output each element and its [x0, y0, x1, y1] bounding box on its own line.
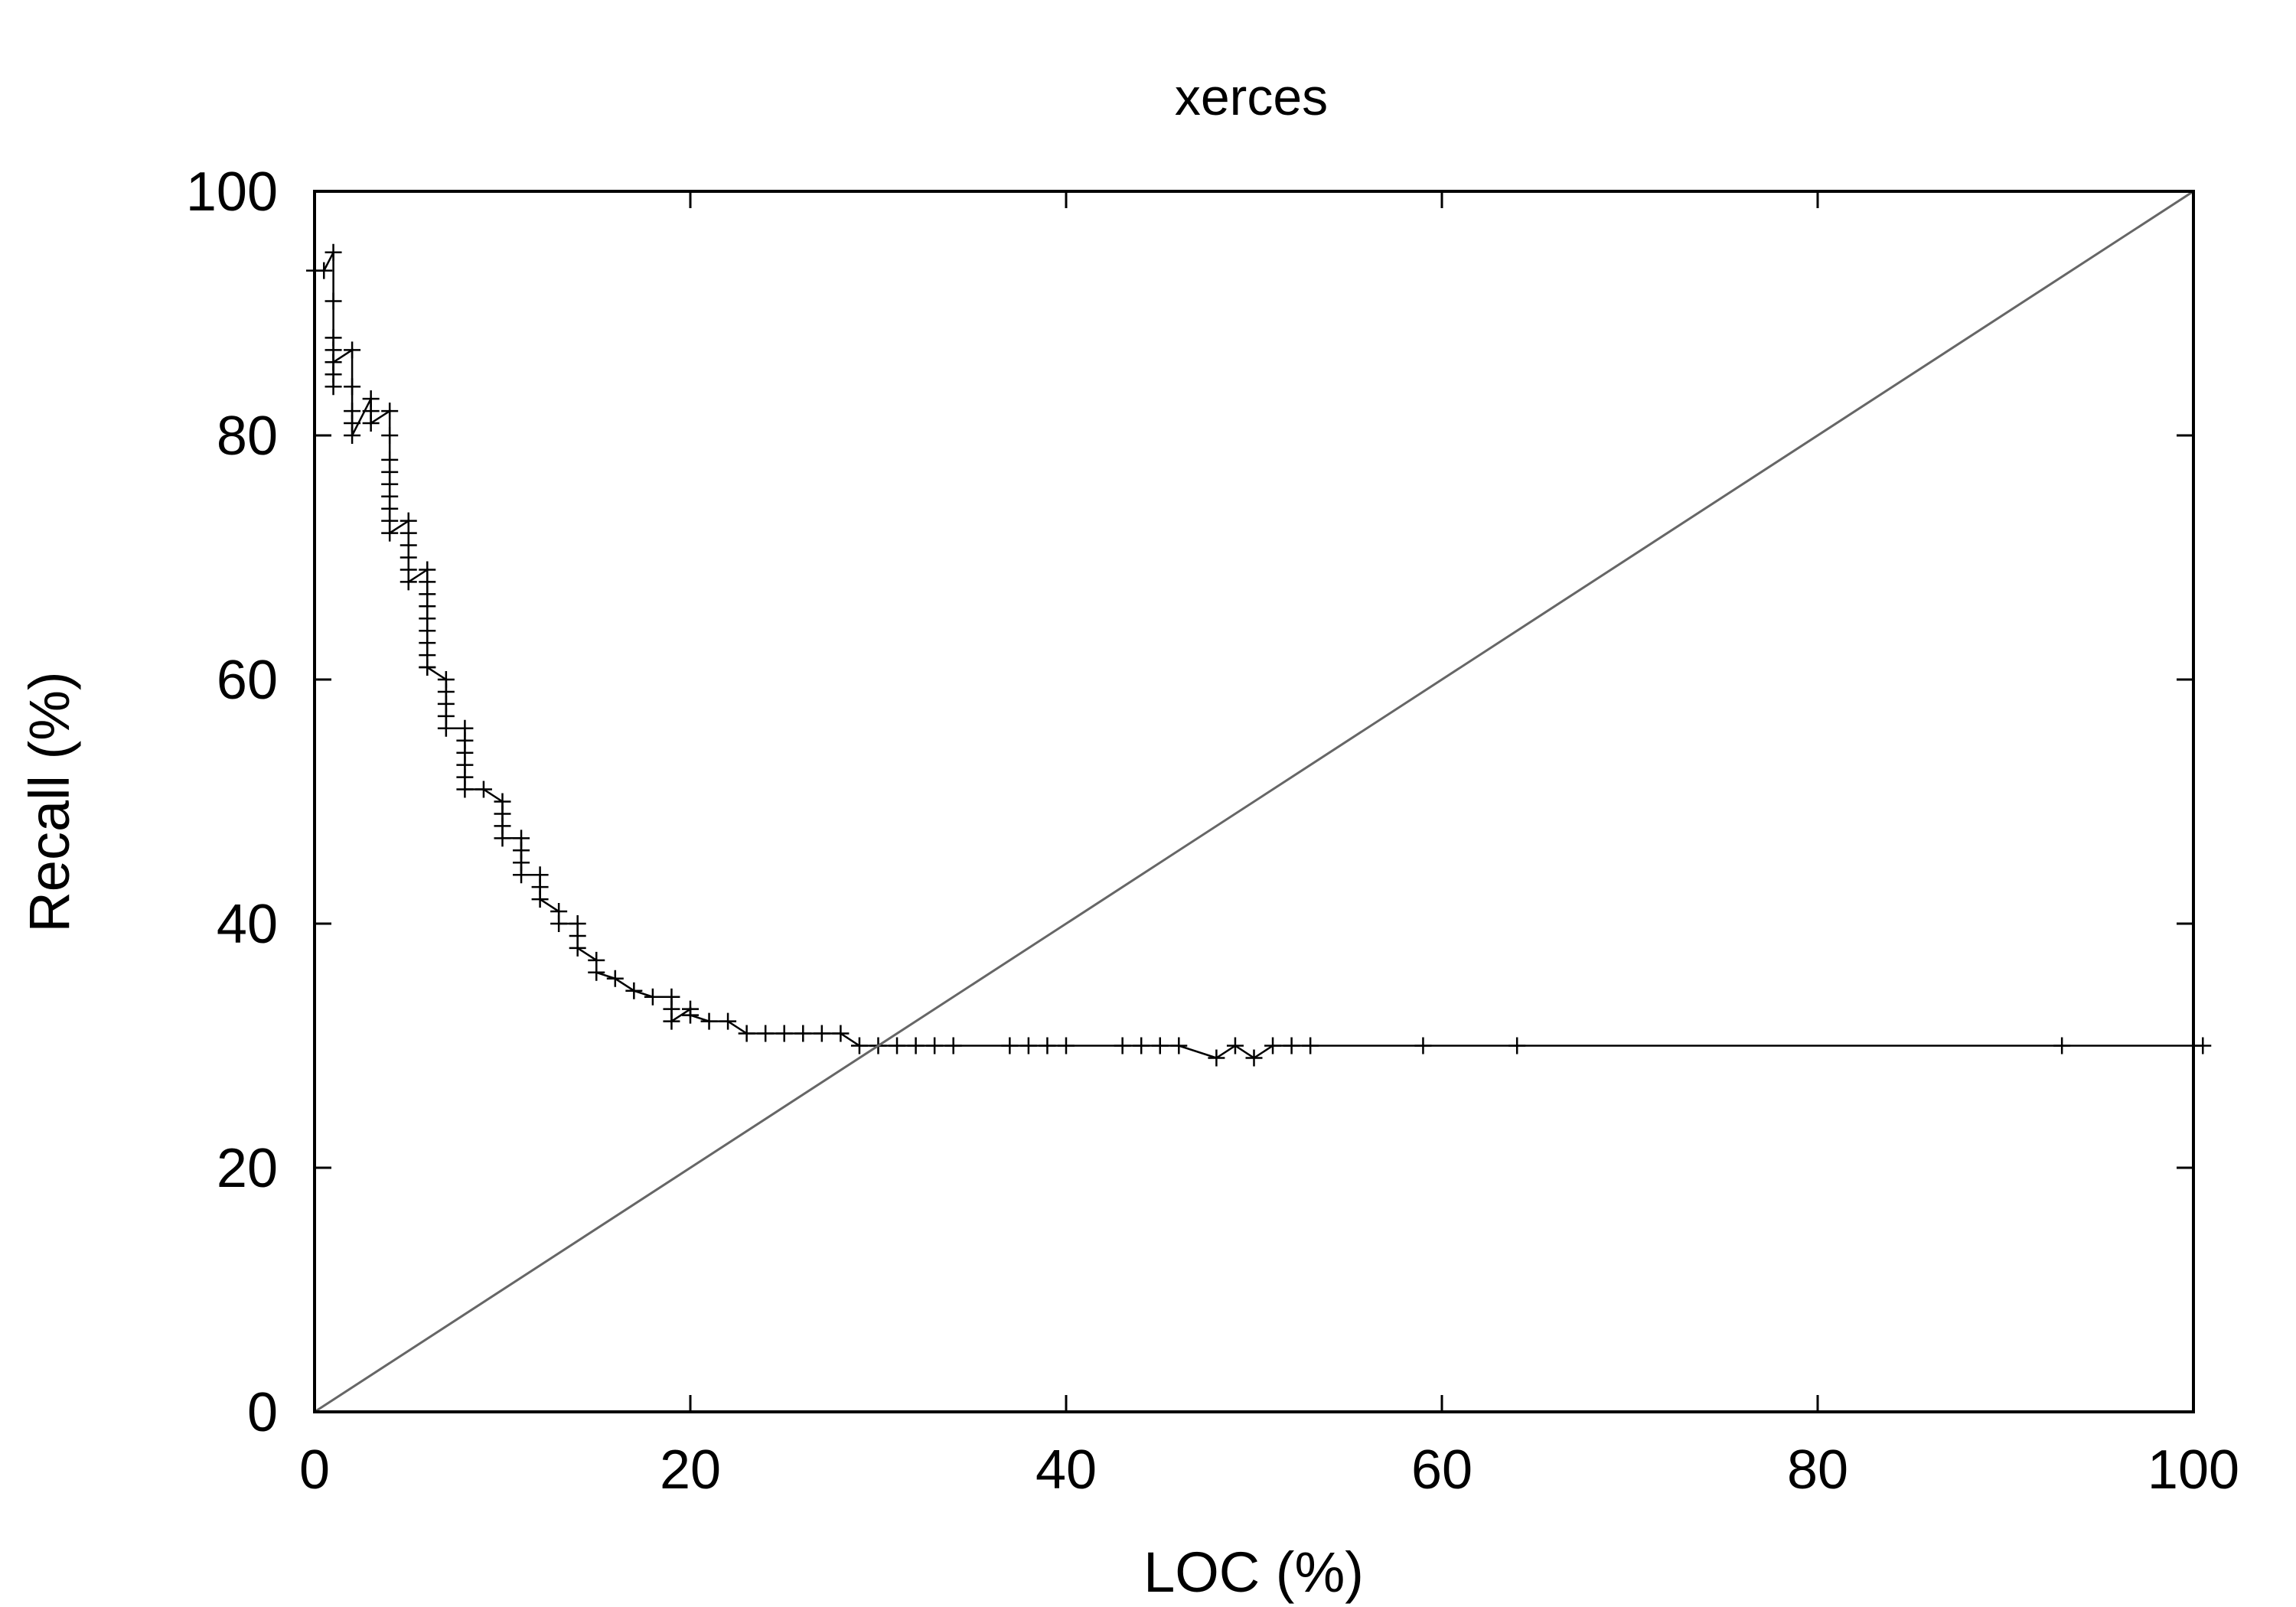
x-tick-label: 40 — [1035, 1439, 1097, 1501]
x-tick-label: 20 — [660, 1439, 721, 1501]
data-point-marker — [1264, 1037, 1282, 1054]
axis-ticks: 0 20 40 60 80 100 0 20 40 60 80 100 — [186, 161, 2239, 1501]
data-point-marker — [344, 427, 361, 444]
data-point-marker — [362, 415, 380, 432]
data-point-marker — [813, 1025, 830, 1042]
x-tick-label: 0 — [299, 1439, 330, 1501]
data-point-marker — [475, 781, 492, 798]
x-tick-label: 100 — [2148, 1439, 2239, 1501]
y-tick-label: 60 — [217, 650, 278, 711]
data-point-marker — [1414, 1037, 1432, 1054]
data-point-marker — [1302, 1037, 1319, 1054]
data-point-marker — [1245, 1049, 1263, 1067]
data-point-marker — [794, 1025, 812, 1042]
data-point-marker — [325, 378, 342, 396]
x-tick-label: 80 — [1787, 1439, 1848, 1501]
data-point-marker — [775, 1025, 793, 1042]
plot-area — [306, 190, 2212, 1413]
data-point-marker — [381, 524, 399, 542]
data-point-marker — [719, 1012, 737, 1030]
y-tick-label: 20 — [217, 1138, 278, 1199]
data-point-marker — [550, 915, 568, 932]
data-point-marker — [588, 963, 605, 981]
data-point-marker — [1170, 1037, 1188, 1054]
data-point-marker — [531, 891, 549, 908]
data-point-marker — [569, 939, 586, 957]
data-point-marker — [1001, 1037, 1019, 1054]
data-point-marker — [494, 830, 511, 847]
data-point-marker — [1133, 1037, 1150, 1054]
data-point-marker — [315, 262, 333, 279]
data-point-marker — [456, 781, 474, 798]
data-point-marker — [907, 1037, 925, 1054]
data-point-marker — [644, 988, 661, 1006]
data-point-marker — [757, 1025, 775, 1042]
data-point-marker — [926, 1037, 944, 1054]
data-point-marker — [1226, 1037, 1244, 1054]
data-point-marker — [889, 1037, 906, 1054]
data-point-marker — [419, 659, 436, 676]
y-axis-label: Recall (%) — [18, 671, 81, 932]
data-point-marker — [325, 243, 342, 261]
data-point-marker — [513, 866, 530, 884]
chart-title: xerces — [1175, 68, 1328, 126]
y-tick-label: 0 — [247, 1382, 278, 1443]
data-point-marker — [1058, 1037, 1075, 1054]
data-point-marker — [850, 1037, 868, 1054]
data-point-marker — [381, 403, 399, 420]
data-point-marker — [1151, 1037, 1169, 1054]
series-2-line — [314, 190, 2194, 1413]
data-point-marker — [344, 341, 361, 359]
data-point-marker — [325, 354, 342, 371]
data-point-marker — [325, 292, 342, 310]
data-point-marker — [1283, 1037, 1300, 1054]
data-point-marker — [2194, 1037, 2212, 1054]
data-point-marker — [381, 427, 399, 444]
data-point-marker — [400, 573, 417, 591]
data-point-marker — [738, 1025, 755, 1042]
y-tick-label: 40 — [217, 894, 278, 955]
data-point-marker — [832, 1025, 850, 1042]
y-tick-label: 100 — [186, 161, 278, 223]
data-point-marker — [344, 378, 361, 396]
plot-frame — [313, 190, 2195, 1413]
x-tick-label: 60 — [1411, 1439, 1473, 1501]
data-point-marker — [1208, 1049, 1225, 1067]
data-point-marker — [606, 970, 624, 987]
series-1-line — [315, 252, 2203, 1059]
data-point-marker — [1039, 1037, 1056, 1054]
data-point-marker — [437, 719, 455, 737]
data-point-marker — [2053, 1037, 2071, 1054]
x-axis-label: LOC (%) — [1143, 1540, 1364, 1604]
data-point-marker — [700, 1012, 718, 1030]
data-point-marker — [625, 982, 643, 999]
data-point-marker — [1114, 1037, 1131, 1054]
y-tick-label: 80 — [217, 406, 278, 467]
data-point-marker — [944, 1037, 962, 1054]
data-point-marker — [682, 1006, 699, 1024]
data-point-marker — [1019, 1037, 1037, 1054]
data-point-marker — [663, 1012, 680, 1030]
data-point-marker — [1508, 1037, 1526, 1054]
